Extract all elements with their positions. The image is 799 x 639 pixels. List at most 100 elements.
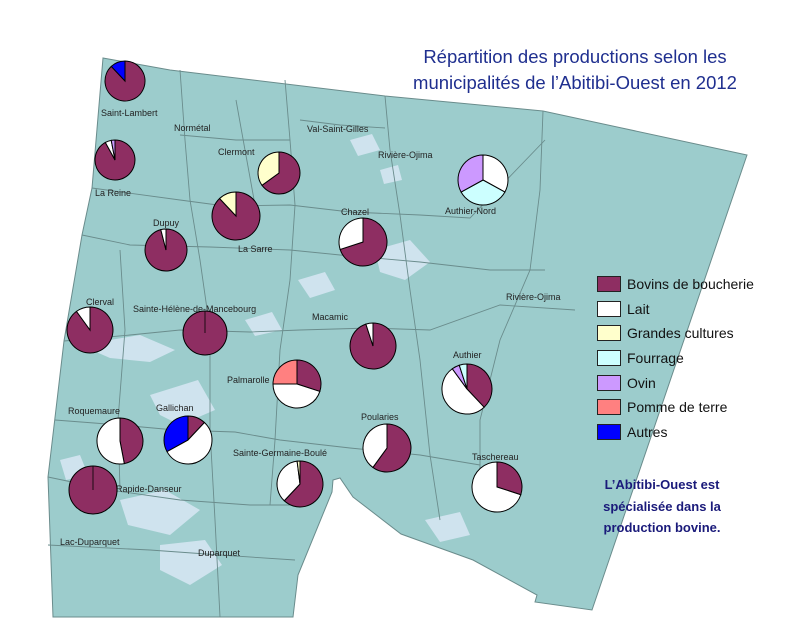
label-clermont[interactable]: Clermont	[218, 147, 255, 157]
legend-item-autres: Autres	[597, 420, 754, 445]
label-macamic[interactable]: Macamic	[312, 312, 349, 322]
legend-item-pomme-de-terre: Pomme de terre	[597, 395, 754, 420]
label-authier-nord[interactable]: Authier-Nord	[445, 206, 496, 216]
boundary-line	[299, 119, 386, 129]
pie-slice	[457, 154, 484, 193]
label-palmarolle[interactable]: Palmarolle	[227, 375, 270, 385]
pie-slice	[283, 460, 324, 508]
pie-slice	[257, 151, 280, 187]
pie-clerval[interactable]	[66, 306, 114, 354]
pie-dupuy[interactable]	[144, 228, 188, 272]
label-dupuy[interactable]: Dupuy	[153, 218, 180, 228]
legend-item-lait: Lait	[597, 297, 754, 322]
label-la-sarre[interactable]: La Sarre	[238, 244, 273, 254]
label-clerval[interactable]: Clerval	[86, 297, 114, 307]
label-sainte-helene-de-mancebourg[interactable]: Sainte-Hélène-de-Mancebourg	[133, 304, 256, 314]
pie-saint-lambert[interactable]	[104, 60, 146, 102]
pie-slice	[163, 415, 189, 453]
pie-slice	[482, 154, 509, 193]
label-chazel[interactable]: Chazel	[341, 207, 369, 217]
boundary-line	[479, 110, 544, 500]
pie-slice	[372, 423, 412, 473]
pie-palmarolle[interactable]	[272, 359, 322, 409]
map-title-line: Répartition des productions selon les	[423, 46, 727, 67]
pie-poularies[interactable]	[362, 423, 412, 473]
pie-slice	[296, 460, 301, 485]
legend-label: Bovins de boucherie	[627, 276, 754, 293]
pie-rapide-danseur[interactable]	[68, 465, 118, 515]
label-gallichan[interactable]: Gallichan	[156, 403, 194, 413]
summary-note: L’Abitibi-Ouest est spécialisée dans la …	[583, 474, 741, 539]
pie-sainte-h-l-ne-de-mancebourg[interactable]	[182, 310, 228, 356]
label-riviere-ojima-east[interactable]: Rivière-Ojima	[506, 292, 561, 302]
pie-roquemaure[interactable]	[96, 417, 144, 465]
summary-note-line: spécialisée dans la	[603, 498, 721, 514]
label-lac-duparquet[interactable]: Lac-Duparquet	[60, 537, 120, 547]
water-lake	[120, 490, 200, 535]
pie-slice	[441, 368, 485, 415]
legend-label: Ovin	[627, 374, 656, 391]
label-authier[interactable]: Authier	[453, 350, 482, 360]
pie-chazel[interactable]	[338, 217, 388, 267]
legend: Bovins de boucherie Lait Grandes culture…	[597, 272, 754, 444]
legend-label: Autres	[627, 423, 668, 440]
pie-slice	[272, 383, 321, 409]
map-title: Répartition des productions selon les mu…	[380, 44, 770, 96]
water-bodies	[60, 134, 470, 585]
label-val-saint-gilles[interactable]: Val-Saint-Gilles	[307, 124, 369, 134]
pie-slice	[218, 191, 237, 218]
legend-label: Pomme de terre	[627, 399, 728, 416]
pie-slice	[365, 322, 374, 347]
boundary-line	[384, 95, 441, 521]
legend-swatch	[597, 276, 621, 293]
municipal-boundaries	[47, 69, 576, 618]
label-rapide-danseur[interactable]: Rapide-Danseur	[116, 484, 182, 494]
pie-sainte-germaine-boul-[interactable]	[276, 460, 324, 508]
pie-gallichan[interactable]	[163, 415, 213, 465]
label-riviere-ojima-north[interactable]: Rivière-Ojima	[378, 150, 433, 160]
boundary-line	[179, 69, 221, 618]
label-sainte-germaine-boule[interactable]: Sainte-Germaine-Boulé	[233, 448, 327, 458]
water-lake	[160, 540, 222, 585]
boundary-line	[81, 234, 545, 271]
pie-slice	[362, 423, 388, 469]
pie-la-reine[interactable]	[94, 139, 136, 181]
legend-swatch	[597, 423, 621, 440]
pie-clermont[interactable]	[257, 151, 301, 195]
label-normetal[interactable]: Normétal	[174, 123, 211, 133]
label-duparquet[interactable]: Duparquet	[198, 548, 241, 558]
legend-swatch	[597, 325, 621, 342]
pie-taschereau[interactable]	[471, 461, 523, 513]
map-title-line: municipalités de l’Abitibi-Ouest en 2012	[413, 72, 737, 93]
label-roquemaure[interactable]: Roquemaure	[68, 406, 120, 416]
boundary-line	[63, 304, 576, 342]
pie-macamic[interactable]	[349, 322, 397, 370]
pie-authier-nord[interactable]	[457, 154, 509, 206]
legend-item-fourrage: Fourrage	[597, 346, 754, 371]
label-taschereau[interactable]: Taschereau	[472, 452, 519, 462]
water-lake	[380, 165, 402, 184]
municipality-labels: Saint-Lambert Normétal La Reine Clermont…	[60, 108, 561, 558]
label-la-reine[interactable]: La Reine	[95, 188, 131, 198]
boundary-line	[179, 134, 290, 141]
water-lake	[425, 512, 470, 542]
label-saint-lambert[interactable]: Saint-Lambert	[101, 108, 158, 118]
pie-slice	[496, 461, 523, 496]
pie-slice	[166, 421, 213, 465]
summary-note-line: L’Abitibi-Ouest est	[604, 477, 720, 492]
boundary-line	[235, 99, 256, 206]
pie-authier[interactable]	[441, 363, 493, 415]
pie-la-sarre[interactable]	[211, 191, 261, 241]
legend-label: Grandes cultures	[627, 325, 734, 342]
pie-slice	[276, 460, 301, 502]
water-lake	[375, 240, 430, 280]
pie-slice	[272, 359, 298, 385]
legend-label: Lait	[627, 300, 650, 317]
pie-slice	[110, 60, 126, 83]
pie-slice	[96, 417, 125, 465]
legend-item-grandes-cultures: Grandes cultures	[597, 321, 754, 346]
legend-swatch	[597, 300, 621, 317]
pie-slice	[160, 228, 167, 251]
label-poularies[interactable]: Poularies	[361, 412, 399, 422]
summary-note-line: production bovine.	[603, 520, 721, 535]
